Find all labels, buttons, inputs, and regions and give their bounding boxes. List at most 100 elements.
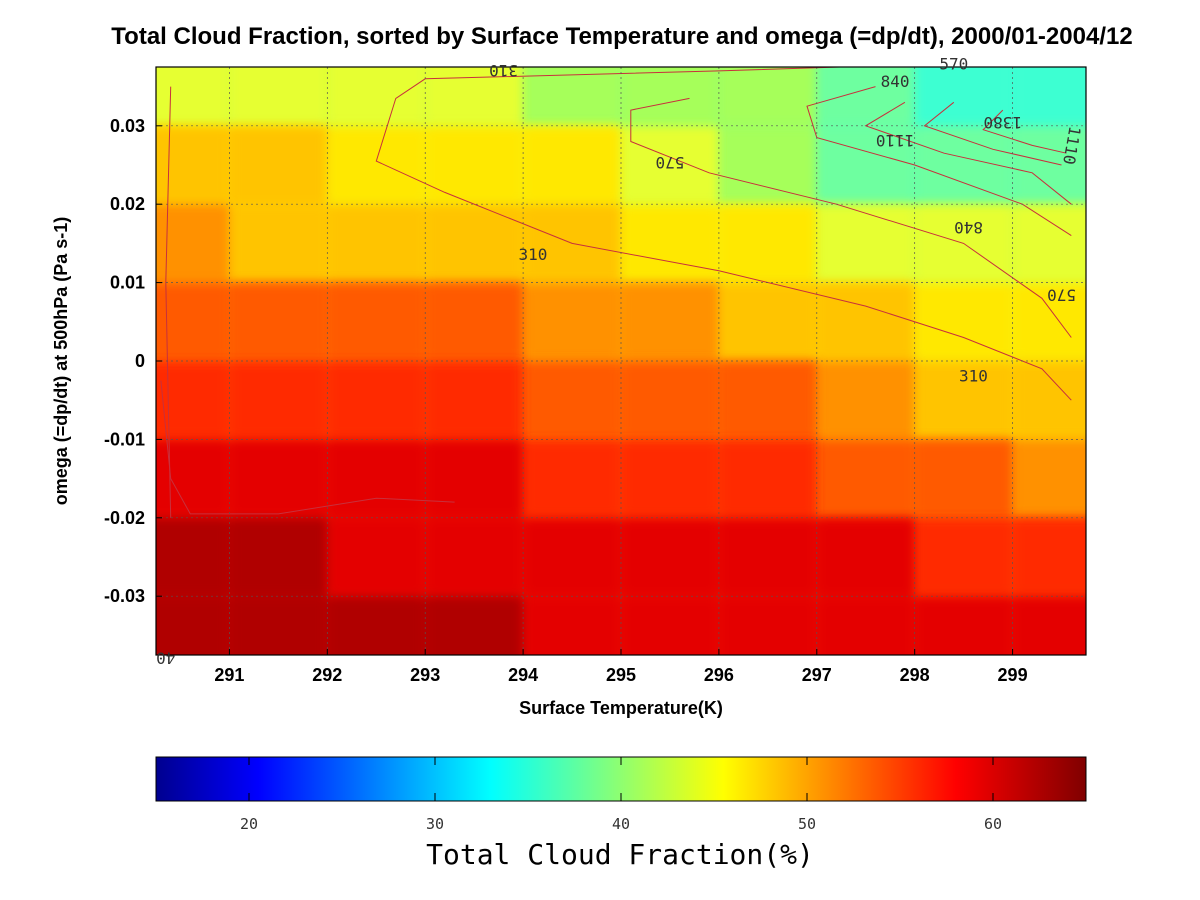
contour-label: 1110 bbox=[876, 131, 915, 150]
field-cell bbox=[327, 596, 425, 655]
field-cell bbox=[719, 518, 817, 596]
field-cell bbox=[229, 126, 327, 204]
x-tick-label: 294 bbox=[508, 665, 538, 685]
field-cell bbox=[719, 67, 817, 126]
field-cell bbox=[719, 361, 817, 439]
contour-line bbox=[630, 97, 1072, 338]
field-cell bbox=[523, 283, 621, 361]
field-cell bbox=[229, 439, 327, 518]
field-cell bbox=[523, 439, 621, 518]
field-cell bbox=[817, 126, 915, 204]
field-cell bbox=[327, 204, 425, 283]
field-cell bbox=[719, 126, 817, 204]
colorbar: 20 30 40 50 60 Total Cloud Fraction(%) bbox=[155, 756, 1087, 871]
field-cell bbox=[817, 67, 915, 126]
contour-label: 40 bbox=[156, 648, 175, 667]
field-cell bbox=[1013, 439, 1086, 518]
field-cell bbox=[327, 361, 425, 439]
field-cell bbox=[425, 439, 523, 518]
field-cell bbox=[621, 596, 719, 655]
field-cell bbox=[621, 283, 719, 361]
contour-label: 840 bbox=[954, 218, 983, 237]
field-cell bbox=[229, 361, 327, 439]
field-cell bbox=[915, 439, 1013, 518]
x-axis-label: Surface Temperature(K) bbox=[519, 698, 723, 718]
colorbar-tick-label: 40 bbox=[612, 815, 630, 833]
field-cell bbox=[156, 361, 229, 439]
x-tick-label: 291 bbox=[214, 665, 244, 685]
field-cell bbox=[229, 596, 327, 655]
colorbar-tick-label: 20 bbox=[240, 815, 258, 833]
field-cell bbox=[327, 439, 425, 518]
field-cell bbox=[621, 361, 719, 439]
field-cell bbox=[156, 596, 229, 655]
chart-title: Total Cloud Fraction, sorted by Surface … bbox=[111, 23, 1132, 50]
field-cell bbox=[425, 126, 523, 204]
contour-line bbox=[923, 101, 1062, 166]
contour-label: 310 bbox=[959, 367, 988, 386]
field-cell bbox=[1013, 518, 1086, 596]
field-cell bbox=[156, 283, 229, 361]
contour-label: 310 bbox=[518, 245, 547, 264]
x-tick-label: 292 bbox=[312, 665, 342, 685]
colorbar-tick-label: 50 bbox=[798, 815, 816, 833]
field-cell bbox=[817, 283, 915, 361]
field-cell bbox=[915, 518, 1013, 596]
field-cell bbox=[817, 518, 915, 596]
field-cell bbox=[327, 67, 425, 126]
field-cell bbox=[621, 518, 719, 596]
contour-label: 570 bbox=[1047, 285, 1076, 304]
x-tick-label: 293 bbox=[410, 665, 440, 685]
field-cell bbox=[621, 126, 719, 204]
y-axis-label: omega (=dp/dt) at 500hPa (Pa s-1) bbox=[51, 217, 71, 506]
y-tick-label: -0.01 bbox=[104, 429, 145, 449]
x-tick-label: 299 bbox=[998, 665, 1028, 685]
field-cell bbox=[915, 596, 1013, 655]
field-cell bbox=[1013, 283, 1086, 361]
contour-label: 310 bbox=[489, 61, 518, 80]
field-cell bbox=[425, 283, 523, 361]
colorbar-tick-label: 30 bbox=[426, 815, 444, 833]
contour-line bbox=[864, 101, 1072, 205]
x-tick-label: 297 bbox=[802, 665, 832, 685]
y-tick-label: 0.01 bbox=[110, 273, 145, 293]
field-cell bbox=[817, 361, 915, 439]
field-cell bbox=[1013, 596, 1086, 655]
field-cell bbox=[425, 361, 523, 439]
contour-label: 570 bbox=[939, 55, 968, 74]
field-cell bbox=[229, 518, 327, 596]
field-cell bbox=[425, 596, 523, 655]
field-cell bbox=[915, 67, 1013, 126]
contour-line bbox=[165, 86, 172, 518]
field-cell bbox=[719, 439, 817, 518]
field-cell bbox=[425, 204, 523, 283]
colorbar-ticks: 20 30 40 50 60 bbox=[240, 757, 1002, 833]
contour-label: 840 bbox=[881, 72, 910, 91]
x-tick-label: 295 bbox=[606, 665, 636, 685]
x-tick-label: 296 bbox=[704, 665, 734, 685]
field-cell bbox=[156, 204, 229, 283]
cloud-fraction-field bbox=[156, 67, 1086, 655]
level-62.5 bbox=[156, 518, 523, 655]
field-cell bbox=[1013, 204, 1086, 283]
field-cell bbox=[156, 67, 229, 126]
field-cell bbox=[156, 126, 229, 204]
field-cell bbox=[719, 596, 817, 655]
y-axis-ticks: 0.03 0.02 0.01 0 -0.01 -0.02 -0.03 bbox=[104, 116, 162, 606]
field-cell bbox=[719, 283, 817, 361]
contour-label: 570 bbox=[655, 153, 684, 172]
contour-line bbox=[806, 86, 1072, 237]
field-cell bbox=[817, 204, 915, 283]
field-cell bbox=[229, 283, 327, 361]
field-cell bbox=[229, 67, 327, 126]
field-cell bbox=[523, 596, 621, 655]
field-cell bbox=[817, 596, 915, 655]
x-axis-ticks: 291 292 293 294 295 296 297 298 299 bbox=[214, 649, 1028, 685]
contour-label: 1380 bbox=[984, 113, 1023, 132]
field-cell bbox=[156, 518, 229, 596]
field-cell bbox=[621, 67, 719, 126]
contour-line bbox=[982, 109, 1067, 154]
y-tick-label: 0.02 bbox=[110, 194, 145, 214]
